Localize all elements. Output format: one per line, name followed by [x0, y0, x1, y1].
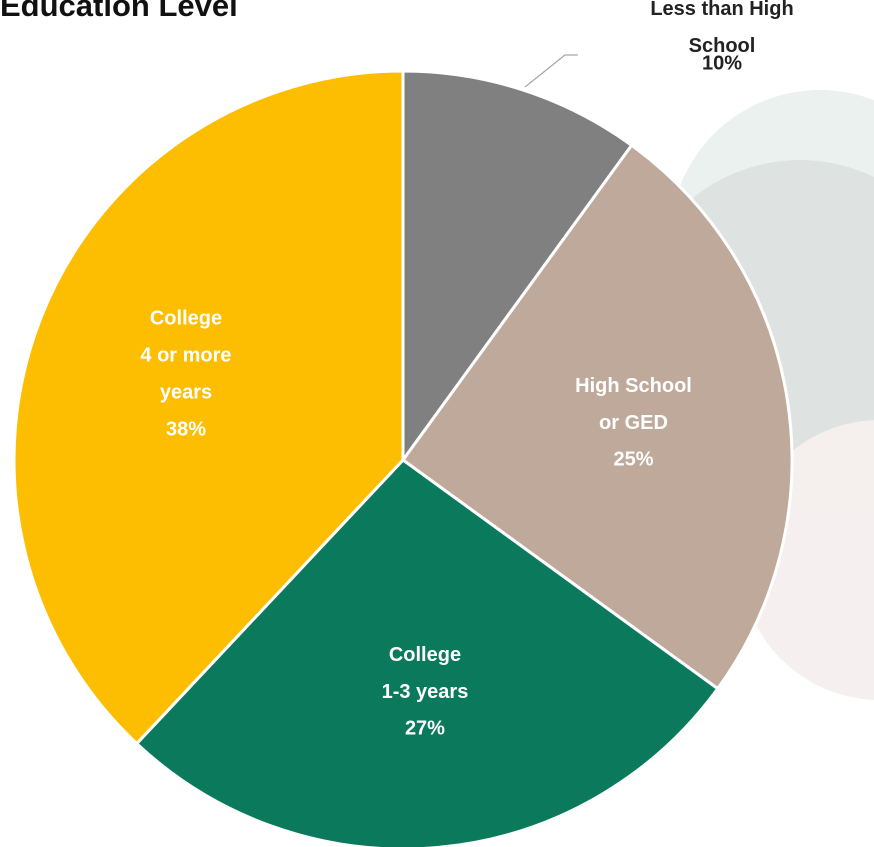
pie-slice — [12, 69, 405, 746]
slice-value-label: 25% — [613, 448, 654, 471]
pie-slice — [134, 458, 720, 847]
slice-value-label: 38% — [165, 418, 206, 441]
slice-label: High School or GED — [575, 374, 692, 434]
slice-label: College 4 or more years — [140, 307, 232, 404]
pie-slice — [401, 69, 634, 465]
leader-line — [524, 54, 578, 88]
slice-value-label: 10% — [701, 52, 743, 75]
chart-title: Education Level — [0, 0, 238, 23]
slice-label: Less than High School — [650, 0, 794, 57]
slice-value-label: 27% — [404, 717, 445, 740]
slice-label: College 1-3 years — [381, 643, 469, 703]
pie — [12, 69, 794, 847]
pie-slice — [400, 143, 794, 691]
